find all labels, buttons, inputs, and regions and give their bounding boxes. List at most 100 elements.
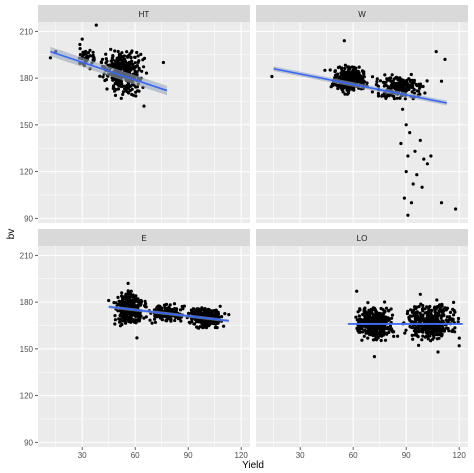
panel-background (38, 246, 250, 447)
y-tick-label: 180 (20, 298, 34, 307)
data-point (400, 88, 404, 92)
data-point (137, 66, 141, 70)
data-point (142, 56, 147, 61)
y-tick-label: 150 (20, 121, 34, 130)
data-point (425, 162, 429, 166)
data-point (390, 73, 394, 77)
data-point (113, 322, 117, 326)
data-point (393, 76, 397, 80)
data-point (383, 73, 387, 77)
data-point (432, 306, 436, 310)
data-point (48, 56, 53, 60)
data-point (348, 77, 353, 81)
data-point (167, 315, 172, 319)
data-point (126, 300, 130, 304)
data-point (355, 326, 359, 330)
x-tick-label: 120 (234, 451, 248, 460)
data-point (128, 84, 132, 88)
data-point (377, 314, 381, 318)
data-point (362, 313, 366, 317)
data-point (435, 305, 440, 309)
data-point (123, 317, 127, 321)
data-point (446, 319, 450, 323)
data-point (142, 65, 146, 69)
data-point (135, 50, 139, 55)
data-point (367, 324, 371, 328)
facet-panel-w: W (256, 5, 468, 223)
data-point (389, 327, 393, 331)
data-point (412, 87, 416, 92)
y-axis-title: bv (6, 229, 17, 240)
data-point (380, 326, 384, 331)
data-point (426, 316, 430, 320)
data-point (418, 311, 422, 315)
data-point (424, 327, 428, 331)
data-point (428, 334, 432, 338)
data-point (113, 49, 117, 53)
data-point (153, 314, 157, 318)
data-point (370, 75, 375, 79)
data-point (343, 66, 347, 70)
data-point (415, 173, 419, 177)
data-point (431, 337, 435, 341)
data-point (399, 141, 403, 146)
data-point (161, 60, 165, 65)
data-point (132, 297, 136, 301)
data-point (143, 299, 147, 303)
data-point (129, 314, 133, 319)
facet-label-w: W (358, 10, 366, 19)
data-point (104, 78, 109, 82)
data-point (437, 320, 442, 324)
data-point (116, 295, 120, 299)
data-point (113, 318, 117, 322)
data-point (421, 306, 425, 311)
data-point (153, 317, 157, 321)
data-point (384, 96, 388, 100)
data-point (380, 93, 384, 97)
data-point (343, 72, 347, 77)
data-point (107, 298, 111, 303)
data-point (121, 92, 125, 96)
data-point (333, 73, 338, 77)
x-tick-label: 120 (452, 451, 466, 460)
data-point (85, 55, 89, 59)
x-tick-label: 30 (78, 451, 87, 460)
data-point (383, 300, 387, 304)
facet-panel-e: E 90 120 150 180 210 30 60 90 120 (20, 229, 250, 460)
data-point (357, 65, 361, 69)
data-point (165, 319, 169, 323)
data-point (144, 305, 148, 309)
data-point (362, 308, 366, 312)
data-point (123, 300, 127, 304)
data-point (456, 316, 461, 321)
data-point (358, 326, 362, 330)
data-point (158, 307, 162, 311)
x-axis-title: Yield (242, 460, 264, 471)
data-point (412, 78, 416, 82)
data-point (204, 320, 208, 324)
data-point (336, 86, 340, 91)
data-point (121, 90, 125, 94)
data-point (378, 331, 382, 335)
data-point (448, 315, 452, 319)
data-point (336, 83, 340, 88)
data-point (409, 201, 414, 205)
y-tick-label: 90 (24, 214, 33, 223)
data-point (409, 72, 413, 77)
data-point (390, 313, 395, 317)
data-point (209, 309, 213, 313)
data-point (99, 60, 103, 64)
data-point (357, 71, 361, 75)
data-point (94, 23, 98, 27)
facet-strip-w (256, 5, 468, 22)
data-point (362, 72, 366, 76)
data-point (420, 315, 424, 320)
data-point (388, 86, 392, 90)
data-point (435, 298, 439, 302)
data-point (134, 318, 138, 322)
data-point (389, 307, 393, 311)
data-point (140, 69, 144, 73)
x-tick-label: 90 (184, 451, 193, 460)
data-point (144, 315, 148, 319)
data-point (372, 314, 376, 318)
